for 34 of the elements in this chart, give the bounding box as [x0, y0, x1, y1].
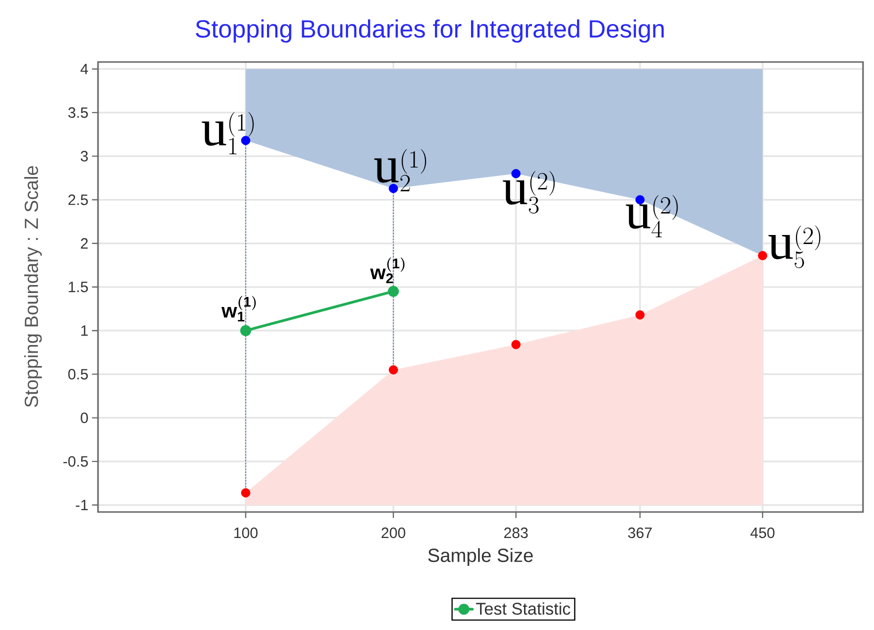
point — [758, 251, 768, 260]
annotation: $\mathrm{u}_{5}^{(2)}$ — [768, 225, 820, 268]
annotation: $\mathrm{u}_{3}^{(2)}$ — [502, 170, 555, 214]
point — [388, 365, 398, 374]
y-tick-label: 3.5 — [68, 107, 88, 118]
y-tick-label: -0.5 — [63, 456, 88, 467]
y-tick-label: 1 — [81, 325, 88, 336]
y-tick-label: 0 — [80, 412, 88, 424]
y-tick-label: -1 — [76, 500, 88, 510]
point — [388, 286, 399, 297]
y-axis-title: Stopping Boundary : Z Scale — [24, 166, 42, 408]
point — [511, 340, 521, 350]
chart-title: Stopping Boundaries for Integrated Design — [196, 19, 664, 43]
annotation: $\mathsf{w}_{\mathsf{1}}^{\mathsf{(1)}}$ — [221, 296, 256, 322]
point — [240, 325, 252, 336]
y-tick-label: 2 — [80, 238, 88, 249]
x-tick-label: 200 — [382, 528, 406, 538]
point — [241, 488, 250, 498]
y-tick-label: 1.5 — [68, 282, 88, 292]
annotation: $\mathrm{u}_{2}^{(1)}$ — [374, 148, 426, 192]
y-tick-label: 4 — [80, 64, 88, 74]
x-tick-label: 367 — [628, 528, 652, 538]
y-tick-label: 3 — [80, 150, 88, 162]
y-tick-label: 2.5 — [68, 194, 88, 206]
point — [635, 310, 645, 320]
annotation: $\mathrm{u}_{4}^{(2)}$ — [626, 194, 678, 238]
legend-label: Test Statistic — [476, 602, 570, 615]
y-tick-label: 0.5 — [68, 368, 88, 380]
x-tick-label: 450 — [750, 528, 774, 538]
x-tick-label: 100 — [234, 528, 258, 538]
x-axis-title: Sample Size — [428, 548, 533, 566]
x-tick-label: 283 — [504, 528, 528, 538]
annotation: $\mathsf{w}_{\mathsf{2}}^{\mathsf{(1)}}$ — [370, 257, 404, 284]
annotation: $\mathrm{u}_{1}^{(1)}$ — [202, 112, 254, 154]
